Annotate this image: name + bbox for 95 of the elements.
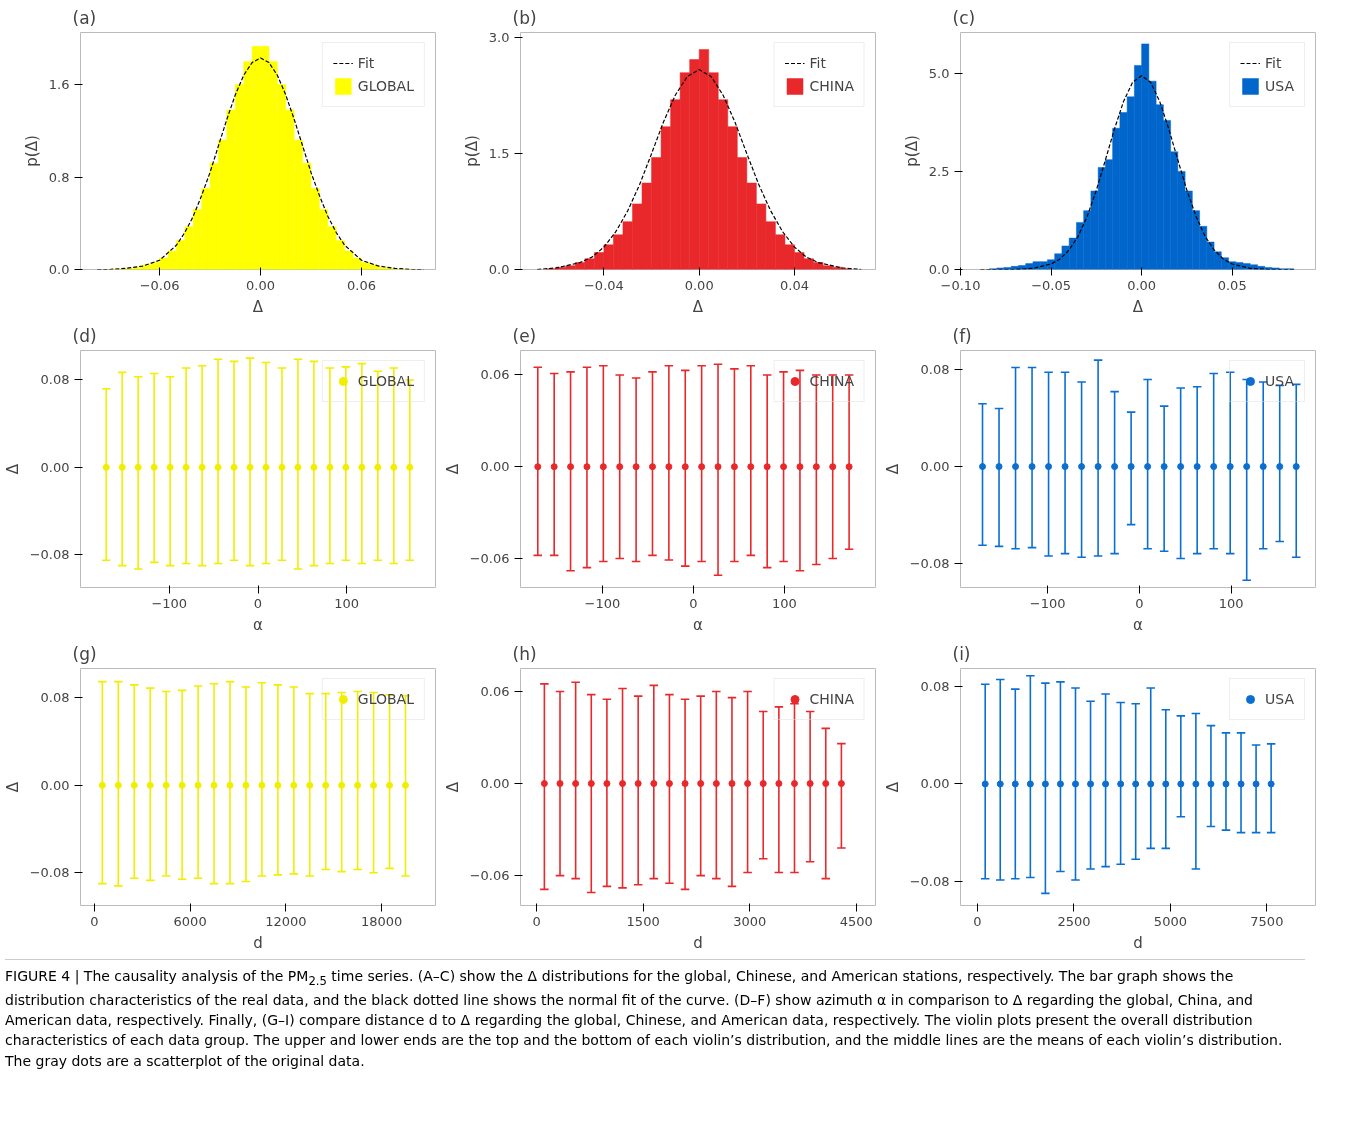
x-tick-label: −0.04 bbox=[583, 277, 624, 293]
y-axis-title: Δ bbox=[883, 463, 902, 475]
y-axis-title: p(Δ) bbox=[22, 135, 41, 167]
x-tick-label: 0.00 bbox=[246, 277, 275, 293]
x-tick-label: 0 bbox=[253, 595, 263, 611]
y-tick-label: 5.0 bbox=[928, 65, 950, 81]
y-axis-title: Δ bbox=[3, 781, 22, 793]
chart-title: (h) bbox=[512, 643, 537, 664]
x-tick-label: 0.05 bbox=[1217, 277, 1247, 293]
x-axis-title: Δ bbox=[252, 297, 264, 316]
y-tick-label: 0.00 bbox=[40, 459, 70, 475]
y-axis-title: Δ bbox=[443, 781, 462, 793]
chart-title: (a) bbox=[72, 7, 97, 28]
x-tick-label: 100 bbox=[334, 595, 360, 611]
x-tick-label: 0.04 bbox=[780, 277, 809, 293]
y-tick-label: 0.0 bbox=[928, 262, 950, 277]
legend-label: CHINA bbox=[809, 691, 854, 707]
x-axis-title: d bbox=[1133, 933, 1143, 952]
legend-label: USA bbox=[1265, 78, 1294, 94]
chart-title: (d) bbox=[72, 325, 97, 346]
x-tick-label: −0.10 bbox=[940, 277, 981, 293]
x-tick-label: 0.06 bbox=[347, 277, 376, 293]
x-tick-label: 2500 bbox=[1057, 913, 1091, 929]
y-tick-label: 0.08 bbox=[40, 690, 70, 706]
y-axis-title: Δ bbox=[883, 781, 902, 793]
x-tick-label: 0 bbox=[90, 913, 99, 929]
y-tick-label: −0.08 bbox=[909, 873, 950, 889]
legend-label: Fit bbox=[1265, 55, 1283, 71]
x-axis-title: d bbox=[253, 933, 263, 952]
chart-title: (i) bbox=[952, 643, 971, 664]
chart-title: (b) bbox=[512, 7, 537, 28]
chart-title: (f) bbox=[952, 325, 972, 346]
x-tick-label: 6000 bbox=[173, 913, 207, 929]
y-tick-label: 0.06 bbox=[480, 684, 510, 700]
x-tick-label: −100 bbox=[1029, 595, 1066, 611]
x-axis-title: Δ bbox=[692, 297, 704, 316]
x-tick-label: 0.00 bbox=[1127, 277, 1157, 293]
y-tick-label: 0.0 bbox=[48, 262, 70, 277]
x-tick-label: −100 bbox=[151, 595, 188, 611]
legend-label: Fit bbox=[357, 55, 376, 71]
x-tick-label: 0 bbox=[973, 913, 982, 929]
x-tick-label: 1500 bbox=[626, 913, 660, 929]
y-tick-label: −0.08 bbox=[29, 547, 70, 563]
y-tick-label: 0.8 bbox=[48, 169, 70, 185]
y-tick-label: −0.06 bbox=[469, 550, 510, 566]
x-tick-label: 100 bbox=[772, 595, 797, 611]
x-tick-label: −0.05 bbox=[1031, 277, 1071, 293]
x-axis-title: α bbox=[1133, 615, 1144, 634]
y-tick-label: 1.5 bbox=[488, 146, 510, 162]
x-tick-label: 0 bbox=[532, 913, 541, 929]
y-tick-label: 0.06 bbox=[480, 367, 510, 383]
y-tick-label: 0.0 bbox=[488, 262, 510, 277]
x-tick-label: 3000 bbox=[733, 913, 767, 929]
x-tick-label: 7500 bbox=[1250, 913, 1284, 929]
x-tick-label: 0 bbox=[689, 595, 698, 611]
legend-label: Fit bbox=[809, 55, 827, 71]
chart-title: (c) bbox=[952, 7, 976, 28]
x-tick-label: 0 bbox=[1135, 595, 1144, 611]
x-tick-label: 0.00 bbox=[684, 277, 714, 293]
y-tick-label: 0.00 bbox=[480, 776, 510, 792]
chart-title: (g) bbox=[72, 643, 97, 664]
x-axis-title: α bbox=[253, 615, 264, 634]
x-axis-title: d bbox=[693, 933, 703, 952]
legend-label: GLOBAL bbox=[357, 78, 414, 94]
y-tick-label: 3.0 bbox=[488, 30, 510, 46]
legend-label: USA bbox=[1265, 373, 1294, 389]
y-axis-title: p(Δ) bbox=[462, 135, 481, 167]
y-tick-label: 0.00 bbox=[480, 459, 510, 475]
x-axis-title: Δ bbox=[1132, 297, 1144, 316]
chart-title: (e) bbox=[512, 325, 537, 346]
y-tick-label: −0.08 bbox=[909, 555, 950, 571]
y-tick-label: −0.08 bbox=[29, 865, 70, 881]
y-axis-title: p(Δ) bbox=[902, 135, 921, 167]
legend-label: CHINA bbox=[809, 78, 854, 94]
x-tick-label: −100 bbox=[584, 595, 621, 611]
y-tick-label: 0.00 bbox=[40, 777, 70, 793]
caption: FIGURE 4 | The causality analysis of the PM$_{2.5}$ time series. (A–C) show the Δ distributions for the global, Chinese, and American stations, respectively. The bar graph shows the distribution characteristics of the real data, and the black dotted line shows the normal fit of the curve. (D–F) show azimuth α in comparison to Δ regarding the global, China, and American data, respectively. Finally, (G–I) compare distance d to Δ regarding the global, Chinese, and American data, respectively. The violin plots present the overall distribution characteristics of each data group. The upper and lower ends are the top and the bottom of each violin’s distribution, and the middle lines are the means of each violin’s distribution. The gray dots are a scatterplot of the original data. bbox=[5, 967, 1284, 1071]
y-axis-title: Δ bbox=[3, 463, 22, 475]
x-tick-label: 12000 bbox=[265, 913, 307, 929]
y-tick-label: 0.08 bbox=[920, 679, 950, 695]
y-tick-label: 2.5 bbox=[928, 163, 950, 179]
x-tick-label: 18000 bbox=[360, 913, 403, 929]
y-tick-label: 1.6 bbox=[48, 77, 70, 93]
x-tick-label: 4500 bbox=[839, 913, 873, 929]
x-tick-label: 5000 bbox=[1153, 913, 1187, 929]
y-tick-label: −0.06 bbox=[469, 868, 510, 884]
x-tick-label: 100 bbox=[1218, 595, 1244, 611]
y-tick-label: 0.08 bbox=[40, 372, 70, 388]
x-tick-label: −0.06 bbox=[139, 277, 180, 293]
y-tick-label: 0.00 bbox=[920, 776, 950, 792]
y-tick-label: 0.00 bbox=[920, 459, 950, 475]
legend-label: USA bbox=[1265, 691, 1294, 707]
y-axis-title: Δ bbox=[443, 463, 462, 475]
y-tick-label: 0.08 bbox=[920, 362, 950, 378]
x-axis-title: α bbox=[693, 615, 704, 634]
